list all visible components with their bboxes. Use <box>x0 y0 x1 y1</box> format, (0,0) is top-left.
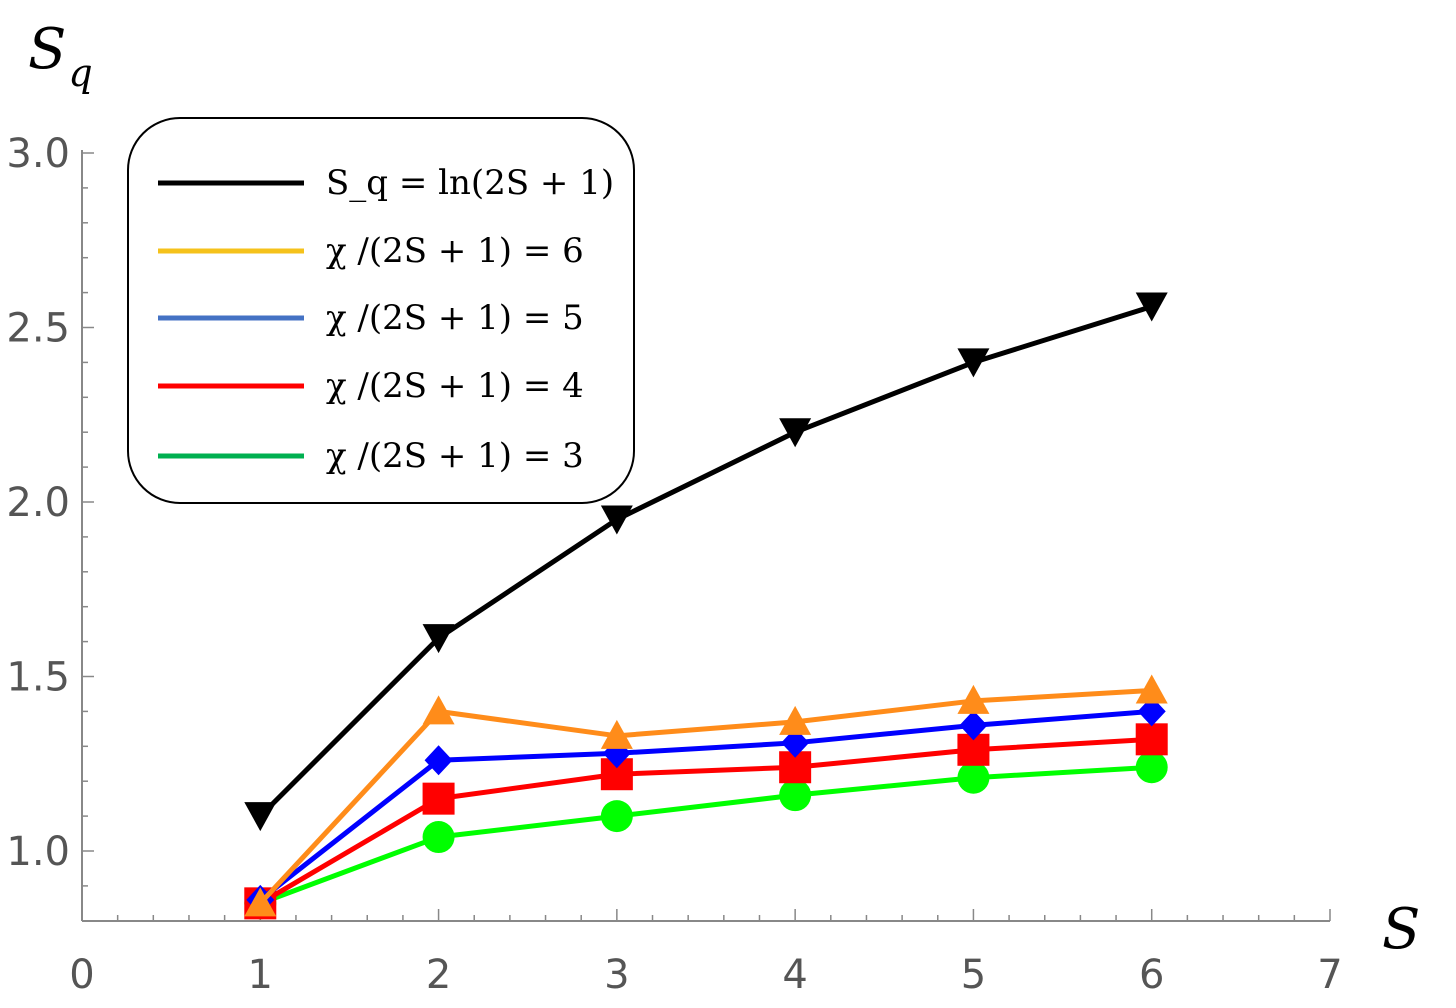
series-layer <box>244 292 1168 920</box>
data-point <box>1135 674 1168 704</box>
y-tick-label: 2.0 <box>6 480 70 526</box>
data-point <box>779 418 812 448</box>
legend-entries: S_q = ln(2S + 1) χ /(2S + 1) = 6 χ /(2S + … <box>158 163 614 476</box>
data-point <box>600 719 633 749</box>
legend-entry: χ /(2S + 1) = 5 <box>158 298 584 338</box>
y-tick-label: 1.5 <box>6 655 70 701</box>
legend-label: χ /(2S + 1) = 6 <box>326 231 584 271</box>
legend: S_q = ln(2S + 1) χ /(2S + 1) = 6 χ /(2S + … <box>127 117 635 504</box>
x-tick-label: 3 <box>604 952 629 998</box>
data-point <box>779 779 812 812</box>
legend-label: χ /(2S + 1) = 3 <box>326 436 584 476</box>
data-point <box>959 710 988 741</box>
x-tick-label: 6 <box>1139 952 1164 998</box>
series-line <box>258 687 1152 906</box>
y-tick-label: 3.0 <box>6 131 70 177</box>
series-line <box>259 764 1152 906</box>
data-point <box>600 800 633 833</box>
series-line <box>258 708 1152 902</box>
y-tick-label: 1.0 <box>6 829 70 875</box>
legend-label: S_q = ln(2S + 1) <box>326 163 614 203</box>
x-tick-label: 4 <box>782 952 807 998</box>
data-point <box>424 745 453 776</box>
y-axis-label: Sq <box>28 17 93 95</box>
series-4 <box>244 751 1168 920</box>
series-1 <box>244 674 1168 917</box>
legend-entry: S_q = ln(2S + 1) <box>158 163 614 203</box>
y-tick-label: 2.5 <box>6 306 70 352</box>
data-point <box>957 761 990 794</box>
y-axis-label-main: S <box>28 17 66 82</box>
data-point <box>779 705 812 735</box>
x-tick-label: 7 <box>1317 952 1342 998</box>
data-point <box>957 684 990 714</box>
tick-labels: 0 1 2 3 4 5 6 7 1.0 1.5 2.0 2.5 3.0 <box>6 131 1342 998</box>
y-axis-label-sub: q <box>68 51 92 95</box>
data-point <box>422 695 455 725</box>
x-axis-label: S <box>1382 897 1420 962</box>
series-line <box>259 736 1152 906</box>
data-point <box>1137 696 1166 727</box>
series-0 <box>244 292 1168 832</box>
data-point <box>1135 292 1168 322</box>
legend-entry: χ /(2S + 1) = 3 <box>158 436 584 476</box>
legend-entry: χ /(2S + 1) = 6 <box>158 231 584 271</box>
data-point <box>957 348 990 378</box>
data-point <box>600 505 633 535</box>
data-point <box>1135 751 1168 784</box>
legend-label: χ /(2S + 1) = 5 <box>326 298 584 338</box>
series-3 <box>244 723 1168 920</box>
data-point <box>781 727 810 758</box>
x-tick-label: 5 <box>961 952 986 998</box>
data-point <box>244 887 277 917</box>
series-line <box>258 304 1153 818</box>
data-point <box>244 802 277 832</box>
data-point <box>422 624 455 654</box>
legend-entry: χ /(2S + 1) = 4 <box>158 366 584 406</box>
x-tick-label: 1 <box>248 952 273 998</box>
legend-label: χ /(2S + 1) = 4 <box>326 366 584 406</box>
data-point <box>422 821 455 854</box>
data-point <box>1135 723 1168 756</box>
legend-box <box>127 117 635 504</box>
data-point <box>422 782 455 815</box>
x-tick-label: 2 <box>426 952 451 998</box>
x-tick-label: 0 <box>69 952 94 998</box>
